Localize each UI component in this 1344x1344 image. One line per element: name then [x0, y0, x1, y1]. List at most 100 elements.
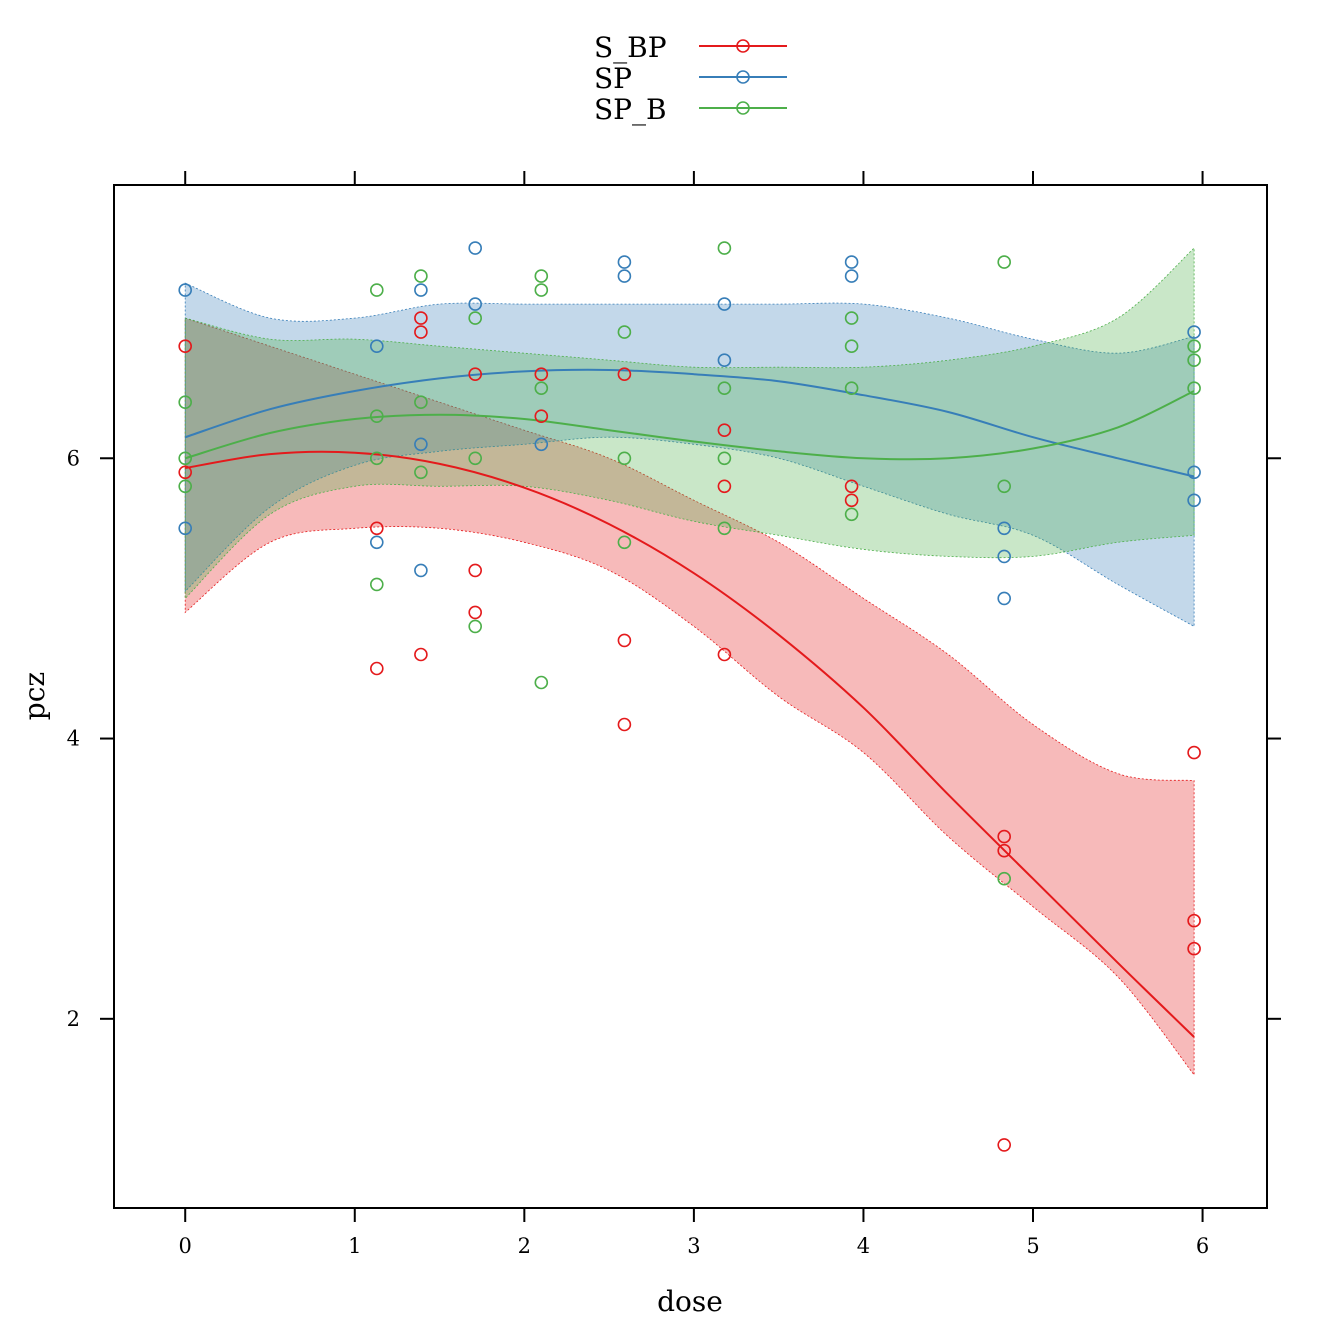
- point-sp-b: [369, 283, 384, 297]
- point-sp-b: [997, 479, 1012, 494]
- y-tick-label: 6: [67, 446, 80, 470]
- point-s-bp: [617, 717, 632, 732]
- point-sp-b: [369, 577, 384, 592]
- point-sp: [534, 437, 549, 452]
- point-sp: [468, 241, 483, 255]
- x-axis-label: dose: [657, 1285, 723, 1318]
- fit-line-sp: [184, 368, 1195, 478]
- point-sp-b: [717, 451, 732, 466]
- legend-marker-s-bp: [736, 39, 750, 53]
- point-sp-b: [178, 395, 192, 410]
- point-s-bp: [369, 661, 384, 676]
- point-sp-b: [369, 409, 384, 424]
- x-tick-label: 2: [518, 1234, 531, 1258]
- point-s-bp: [414, 647, 428, 662]
- point-sp: [414, 563, 428, 578]
- x-tick-label: 4: [857, 1234, 870, 1258]
- point-sp: [178, 521, 192, 536]
- point-sp: [369, 535, 384, 550]
- point-s-bp: [468, 563, 483, 578]
- point-sp-b: [1187, 339, 1201, 354]
- point-s-bp: [534, 409, 549, 424]
- point-sp-b: [178, 479, 192, 494]
- point-sp: [617, 255, 632, 269]
- band-sp-b: [184, 247, 1195, 600]
- point-sp-b: [717, 241, 732, 255]
- point-sp: [844, 255, 859, 269]
- point-sp: [717, 297, 732, 311]
- point-sp-b: [468, 619, 483, 634]
- y-tick-label: 2: [67, 1007, 80, 1031]
- confidence-bands: [184, 247, 1195, 1077]
- x-tick-label: 0: [179, 1234, 192, 1258]
- point-s-bp: [1187, 745, 1201, 760]
- point-sp-b: [414, 465, 428, 480]
- legend-marker-sp-b: [736, 101, 750, 115]
- x-tick-label: 5: [1026, 1234, 1039, 1258]
- point-s-bp: [844, 493, 859, 508]
- point-sp-b: [617, 451, 632, 466]
- point-sp-b: [534, 381, 549, 396]
- point-sp: [997, 591, 1012, 606]
- legend-label-s-bp: S_BP: [594, 31, 667, 64]
- point-sp-b: [534, 283, 549, 297]
- plot-frame: [113, 184, 1268, 1209]
- x-tick-label: 1: [348, 1234, 361, 1258]
- point-s-bp: [1187, 913, 1201, 928]
- point-sp-b: [844, 381, 859, 396]
- point-sp-b: [617, 535, 632, 550]
- point-sp-b: [844, 507, 859, 522]
- point-sp-b: [468, 451, 483, 466]
- legend-label-sp: SP: [594, 62, 632, 95]
- point-sp-b: [1187, 381, 1201, 396]
- point-sp-b: [414, 269, 428, 283]
- point-sp: [617, 269, 632, 283]
- point-sp: [1187, 465, 1201, 480]
- point-sp: [844, 269, 859, 283]
- point-sp: [468, 297, 483, 311]
- point-sp: [414, 283, 428, 297]
- legend-marker-sp: [736, 70, 750, 84]
- point-sp-b: [534, 269, 549, 283]
- point-sp-b: [534, 675, 549, 690]
- point-s-bp: [717, 423, 732, 438]
- point-sp-b: [997, 871, 1012, 886]
- point-s-bp: [178, 339, 192, 354]
- point-s-bp: [617, 633, 632, 648]
- point-sp-b: [717, 521, 732, 536]
- point-sp: [369, 339, 384, 354]
- point-s-bp: [617, 367, 632, 382]
- data-points: [178, 241, 1201, 1152]
- fit-lines: [184, 368, 1195, 1038]
- y-tick-label: 4: [67, 727, 80, 751]
- point-sp: [414, 437, 428, 452]
- point-sp: [1187, 325, 1201, 339]
- point-sp: [178, 283, 192, 297]
- point-s-bp: [997, 829, 1012, 844]
- axes: 0 1 2 3 4 5 6 2 4 6: [67, 171, 1281, 1258]
- point-sp-b: [1187, 353, 1201, 368]
- band-sp: [184, 282, 1195, 628]
- point-s-bp: [1187, 941, 1201, 956]
- y-axis-label: pcz: [18, 672, 51, 720]
- point-s-bp: [717, 647, 732, 662]
- point-sp: [997, 521, 1012, 536]
- point-sp: [1187, 493, 1201, 508]
- legend-label-sp-b: SP_B: [594, 93, 667, 126]
- point-s-bp: [468, 605, 483, 620]
- x-tick-label: 3: [687, 1234, 700, 1258]
- point-sp-b: [414, 395, 428, 410]
- point-s-bp: [997, 843, 1012, 858]
- point-sp-b: [369, 451, 384, 466]
- point-sp-b: [844, 311, 859, 325]
- point-s-bp: [534, 367, 549, 382]
- band-s-bp: [184, 317, 1195, 1077]
- fit-line-s-bp: [185, 450, 1195, 1038]
- point-s-bp: [997, 1138, 1012, 1152]
- point-sp-b: [717, 381, 732, 396]
- point-sp: [717, 353, 732, 368]
- point-sp-b: [178, 451, 192, 466]
